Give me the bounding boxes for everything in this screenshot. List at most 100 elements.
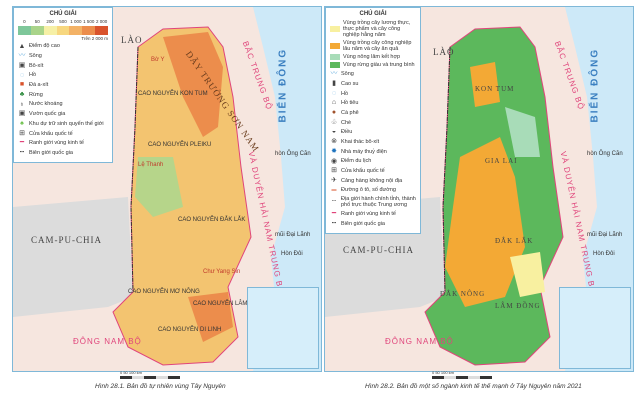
national-border-line (130, 46, 139, 293)
agroforestry-zone (505, 107, 540, 157)
legend-label: Nước khoáng (29, 101, 63, 108)
legend-zone: Vùng nông lâm kết hợp (330, 54, 416, 61)
peak-icon: ▲ (18, 42, 26, 50)
legend-item: ◌ Hồ (330, 90, 416, 98)
elevation-tick: 2 000 (95, 19, 108, 24)
basalt-icon: ■ (19, 81, 25, 89)
economic-boundary-icon: ━ (331, 210, 337, 218)
industrial-crop-zone (445, 137, 525, 307)
legend-item: ♣ Rừng (18, 91, 108, 99)
elevation-swatch (69, 25, 83, 35)
food-crop-zone (510, 252, 545, 297)
legend-label: Khu dự trữ sinh quyển thế giới (29, 120, 104, 127)
vietnam-inset-map (247, 287, 319, 369)
legend-label: Biên giới quốc gia (341, 220, 385, 227)
legend-label: Điều (341, 129, 353, 136)
legend-item: ┅ Biên giới quốc gia (18, 149, 108, 157)
legend-label: Đá a-xít (29, 82, 49, 89)
border-gate-icon: ⊞ (331, 167, 337, 175)
legend-label: Bô-xít (29, 62, 44, 69)
national-park-icon: ▣ (18, 110, 26, 118)
map-graphic (13, 7, 321, 371)
label-laos: LÀO (121, 35, 143, 45)
label-bien-dong: BIỂN ĐÔNG (589, 47, 601, 123)
legend-label: Đường ô tô, số đường (341, 187, 396, 194)
label-laos: LÀO (433, 47, 455, 57)
scale-label: 0 50 100 km (120, 370, 143, 375)
legend-label: Ranh giới vùng kinh tế (29, 140, 84, 147)
label-chu-yang-sin: Chư Yang Sin (203, 269, 241, 275)
coffee-icon: ● (331, 109, 337, 117)
legend-label: Sông (341, 71, 354, 78)
elevation-tick: 1 000 (70, 19, 82, 24)
legend-item: ◉ Điểm du lịch (330, 158, 416, 166)
sea-area (565, 7, 633, 371)
legend-item: ▣ Vườn quốc gia (18, 110, 108, 118)
cambodia-area (13, 197, 133, 317)
scale-label: 0 50 100 km (432, 370, 455, 375)
label-mo-nong: CAO NGUYÊN MƠ NÔNG (128, 289, 200, 295)
national-border-icon: ┅ (19, 149, 25, 157)
legend-item: ⊞ Cửa khẩu quốc tế (330, 167, 416, 175)
label-pleiku: CAO NGUYÊN PLEIKU (148, 142, 212, 148)
biosphere-icon: ♠ (20, 120, 24, 127)
legend-label: Cà phê (341, 109, 359, 116)
legend-label: Hồ tiêu (341, 100, 359, 107)
legend-item: ♁ Nước khoáng (18, 101, 108, 109)
label-cambodia: CAM-PU-CHIA (31, 235, 103, 245)
zone-swatch (330, 54, 340, 61)
industrial-crop-zone (470, 62, 500, 107)
legend-label: Vùng nông lâm kết hợp (343, 54, 401, 61)
legend-item: ▮ Cao su (330, 80, 416, 88)
legend-item: 〰 Sông (330, 70, 416, 78)
legend-label: Sông (29, 53, 42, 59)
legend-item: ● Cà phê (330, 109, 416, 117)
label-lam-dong: LÂM ĐỒNG (495, 302, 541, 310)
cashew-icon: ◒ (331, 128, 337, 136)
admin-boundary-icon: ┄ (331, 198, 337, 206)
tourism-icon: ◉ (330, 157, 338, 165)
legend-item: ◒ Điều (330, 128, 416, 136)
label-kon-tum: CAO NGUYÊN KON TUM (138, 91, 208, 97)
legend-title: CHÚ GIẢI (49, 11, 77, 17)
rubber-icon: ▮ (332, 80, 336, 88)
label-kon-tum: KON TUM (475, 85, 515, 93)
legend-label: Hồ (341, 90, 349, 97)
national-border-line (442, 46, 451, 293)
legend-item: ━ Ranh giới vùng kinh tế (330, 210, 416, 218)
elevation-tick: 0 (23, 19, 26, 24)
label-di-linh: CAO NGUYÊN DI LINH (158, 327, 222, 333)
elevation-tick: 1 500 (83, 19, 95, 24)
legend-item: ▲ Điểm độ cao (18, 43, 108, 51)
elevation-ticks: 0 50 200 500 1 000 1 500 2 000 (18, 19, 108, 25)
zone-swatch (330, 43, 340, 50)
label-cambodia: CAM-PU-CHIA (343, 245, 415, 255)
tea-icon: ♧ (330, 118, 338, 126)
elevation-tick: 200 (46, 19, 54, 24)
airport-icon: ✈ (331, 176, 337, 184)
legend-label: Vùng trồng cây công nghiệp lâu năm và câ… (343, 40, 412, 53)
legend-label: Ranh giới vùng kinh tế (341, 211, 396, 218)
elevation-tick: 500 (59, 19, 67, 24)
legend-label: Địa giới hành chính tỉnh, thành phố trực… (341, 196, 416, 209)
legend-item: ■ Đá a-xít (18, 81, 108, 89)
legend-label: Chè (341, 119, 352, 126)
legend-label: Cửa khẩu quốc tế (341, 168, 385, 175)
forest-icon: ♣ (19, 90, 25, 98)
elevation-swatch (82, 25, 96, 35)
legend: CHÚ GIẢI Vùng trồng cây lương thực, thực… (325, 7, 421, 234)
economic-boundary-icon: ━ (19, 139, 25, 147)
road-icon: ═ (331, 186, 337, 194)
mineral-water-icon: ♁ (19, 100, 25, 108)
legend-label: Cảng hàng không nội địa (341, 177, 403, 184)
label-ong-can: hòn Ông Căn (587, 151, 623, 157)
lake-icon: ◌ (19, 71, 25, 79)
legend-label: Vùng rừng giàu và trung bình (343, 62, 415, 69)
lowland-area (135, 157, 183, 217)
elevation-unit: Trên 2 000 m (81, 35, 108, 41)
label-gia-lai: GIA LAI (485, 157, 518, 165)
figure-caption: Hình 28.2. Bản đồ một số ngành kinh tế t… (365, 383, 582, 390)
bauxite-icon: ▣ (18, 61, 26, 69)
legend-item: ♠ Khu dự trữ sinh quyển thế giới (18, 120, 108, 128)
legend-label: Hồ (29, 72, 37, 79)
